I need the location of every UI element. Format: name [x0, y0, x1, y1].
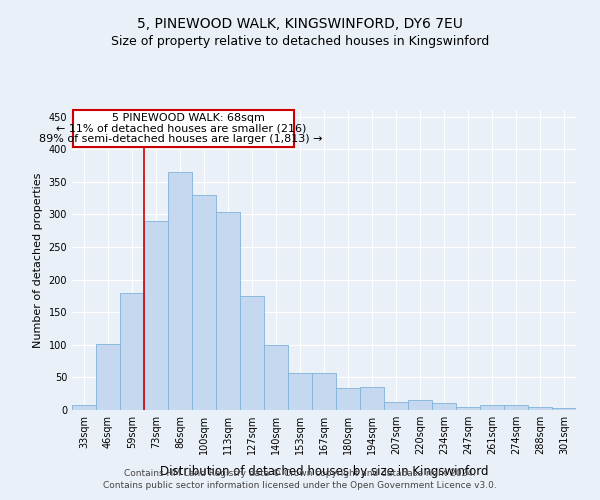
Bar: [120, 292, 144, 410]
Bar: [384, 402, 408, 410]
Bar: [96, 344, 120, 410]
Bar: [480, 406, 504, 410]
Bar: [192, 195, 216, 410]
Bar: [528, 406, 552, 410]
Bar: [360, 387, 384, 410]
Text: ← 11% of detached houses are smaller (216): ← 11% of detached houses are smaller (21…: [56, 124, 307, 134]
Bar: [312, 373, 336, 410]
Bar: [264, 345, 288, 410]
Bar: [216, 212, 240, 410]
Text: Contains HM Land Registry data © Crown copyright and database right 2024.
Contai: Contains HM Land Registry data © Crown c…: [103, 468, 497, 490]
Bar: [552, 408, 576, 410]
Bar: [336, 388, 360, 410]
Bar: [240, 296, 264, 410]
Y-axis label: Number of detached properties: Number of detached properties: [33, 172, 43, 348]
Text: 89% of semi-detached houses are larger (1,813) →: 89% of semi-detached houses are larger (…: [40, 134, 323, 143]
Text: 5, PINEWOOD WALK, KINGSWINFORD, DY6 7EU: 5, PINEWOOD WALK, KINGSWINFORD, DY6 7EU: [137, 18, 463, 32]
Bar: [144, 221, 168, 410]
Text: 5 PINEWOOD WALK: 68sqm: 5 PINEWOOD WALK: 68sqm: [112, 113, 265, 123]
Bar: [72, 405, 96, 410]
Bar: [456, 406, 480, 410]
Bar: [168, 172, 192, 410]
Bar: [432, 404, 456, 410]
Text: Size of property relative to detached houses in Kingswinford: Size of property relative to detached ho…: [111, 35, 489, 48]
Bar: [504, 406, 528, 410]
FancyBboxPatch shape: [73, 110, 294, 147]
X-axis label: Distribution of detached houses by size in Kingswinford: Distribution of detached houses by size …: [160, 466, 488, 478]
Bar: [288, 373, 312, 410]
Bar: [408, 400, 432, 410]
